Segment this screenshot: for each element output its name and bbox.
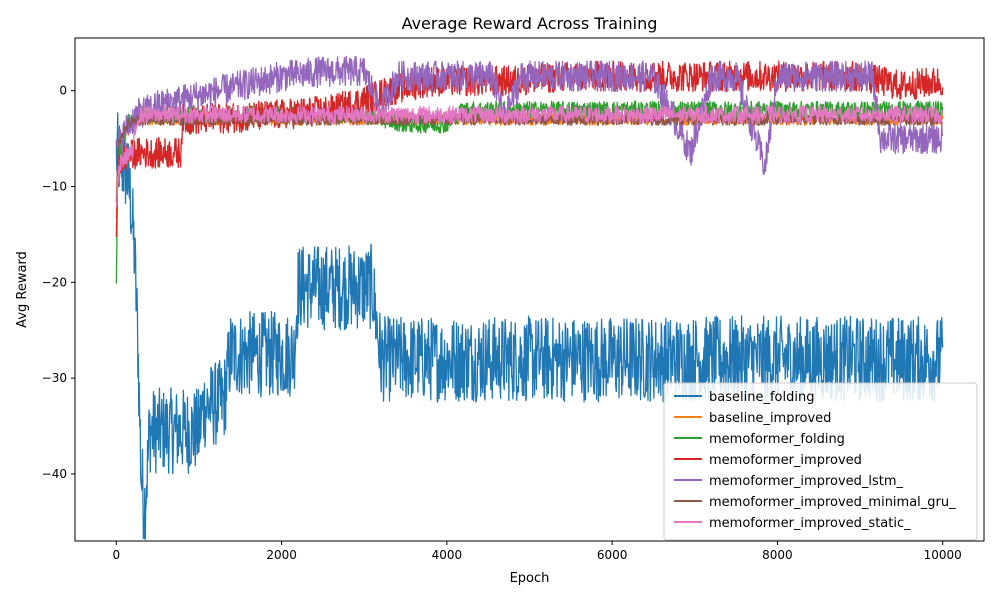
y-tick-label: −20 <box>42 275 67 289</box>
legend-label: memoformer_folding <box>709 432 845 447</box>
legend-label: baseline_improved <box>709 411 831 426</box>
x-axis: 0 2000 4000 6000 8000 10000 <box>112 541 962 562</box>
y-axis: 0 −10 −20 −30 −40 <box>42 84 75 481</box>
y-tick-label: −10 <box>42 180 67 194</box>
legend-label: memoformer_improved <box>709 453 862 468</box>
plot-frame <box>74 37 985 542</box>
y-tick-label: −40 <box>42 467 67 481</box>
plot-area <box>115 55 944 540</box>
x-tick-label: 10000 <box>924 548 962 562</box>
x-tick-label: 2000 <box>266 548 297 562</box>
x-tick-label: 0 <box>112 548 120 562</box>
series-line-memoformer-improved-static <box>115 105 944 208</box>
legend-box <box>663 382 978 541</box>
x-tick-label: 4000 <box>432 548 463 562</box>
legend: baseline_folding baseline_improvedmemofor… <box>663 382 978 541</box>
y-tick-label: −30 <box>42 371 67 385</box>
chart-title: Average Reward Across Training <box>402 14 658 33</box>
x-tick-label: 6000 <box>597 548 628 562</box>
x-tick-label: 8000 <box>762 548 793 562</box>
legend-label: baseline_folding <box>709 390 814 405</box>
y-axis-label: Avg Reward <box>15 251 30 328</box>
series-line-memoformer-improved-lstm <box>115 55 944 176</box>
legend-label: memoformer_improved_static_ <box>709 516 911 531</box>
legend-label: memoformer_improved_lstm_ <box>709 474 904 489</box>
x-axis-label: Epoch <box>510 571 550 586</box>
y-tick-label: 0 <box>59 84 67 98</box>
legend-label: memoformer_improved_minimal_gru_ <box>709 495 956 510</box>
